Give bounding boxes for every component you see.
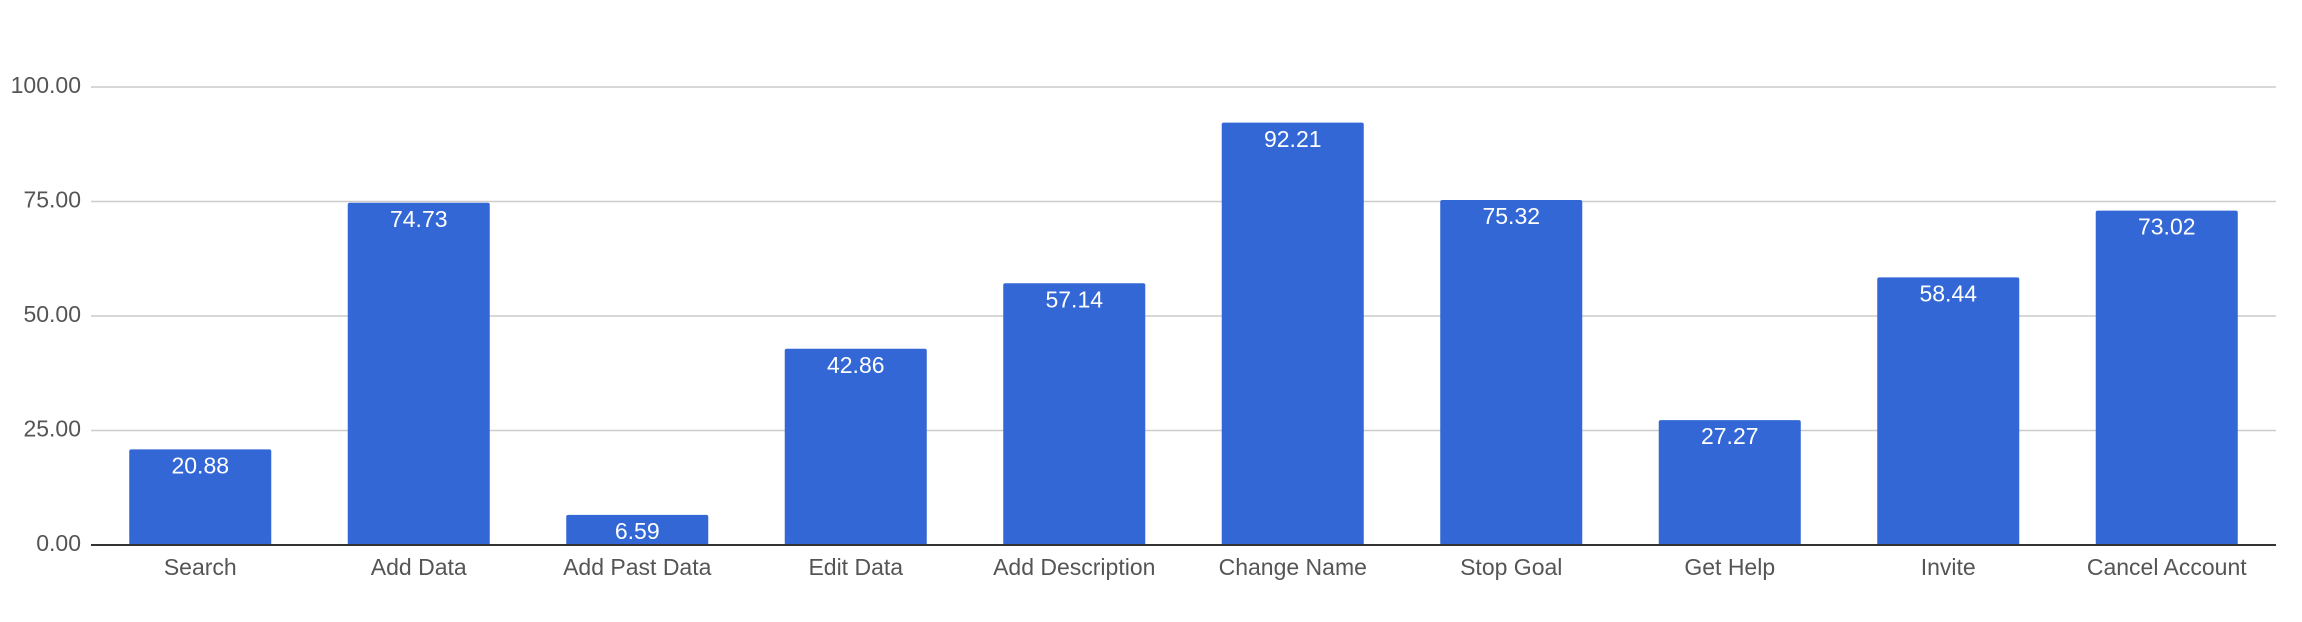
x-tick-label: Add Past Data	[563, 554, 712, 580]
bar	[2095, 210, 2238, 545]
y-tick-label: 25.00	[23, 416, 81, 442]
bar	[1440, 200, 1583, 545]
x-tick-label: Cancel Account	[2087, 554, 2247, 580]
bar	[347, 202, 490, 545]
bar	[784, 348, 927, 545]
data-label: 27.27	[1701, 423, 1759, 449]
x-tick-label: Add Data	[371, 554, 467, 580]
bar	[1877, 277, 2020, 545]
data-label: 74.73	[390, 206, 448, 232]
y-tick-label: 75.00	[23, 187, 81, 213]
data-label: 73.02	[2138, 214, 2196, 240]
y-tick-label: 50.00	[23, 301, 81, 327]
data-label: 6.59	[615, 518, 660, 544]
bar	[1003, 283, 1146, 545]
bar	[129, 449, 272, 545]
bar	[1221, 122, 1364, 546]
data-label: 20.88	[171, 452, 229, 478]
y-tick-label: 100.00	[11, 72, 81, 98]
x-tick-label: Edit Data	[808, 554, 903, 580]
x-tick-label: Invite	[1921, 554, 1976, 580]
y-tick-label: 0.00	[36, 530, 81, 556]
x-tick-label: Add Description	[993, 554, 1155, 580]
data-label: 92.21	[1264, 126, 1322, 152]
x-tick-label: Search	[164, 554, 237, 580]
data-label: 57.14	[1045, 286, 1103, 312]
bar	[1658, 420, 1801, 545]
x-tick-label: Change Name	[1219, 554, 1367, 580]
data-label: 42.86	[827, 352, 885, 378]
bar	[566, 514, 709, 545]
x-tick-label: Stop Goal	[1460, 554, 1562, 580]
x-tick-label: Get Help	[1684, 554, 1775, 580]
data-label: 58.44	[1919, 280, 1977, 306]
data-label: 75.32	[1482, 203, 1540, 229]
